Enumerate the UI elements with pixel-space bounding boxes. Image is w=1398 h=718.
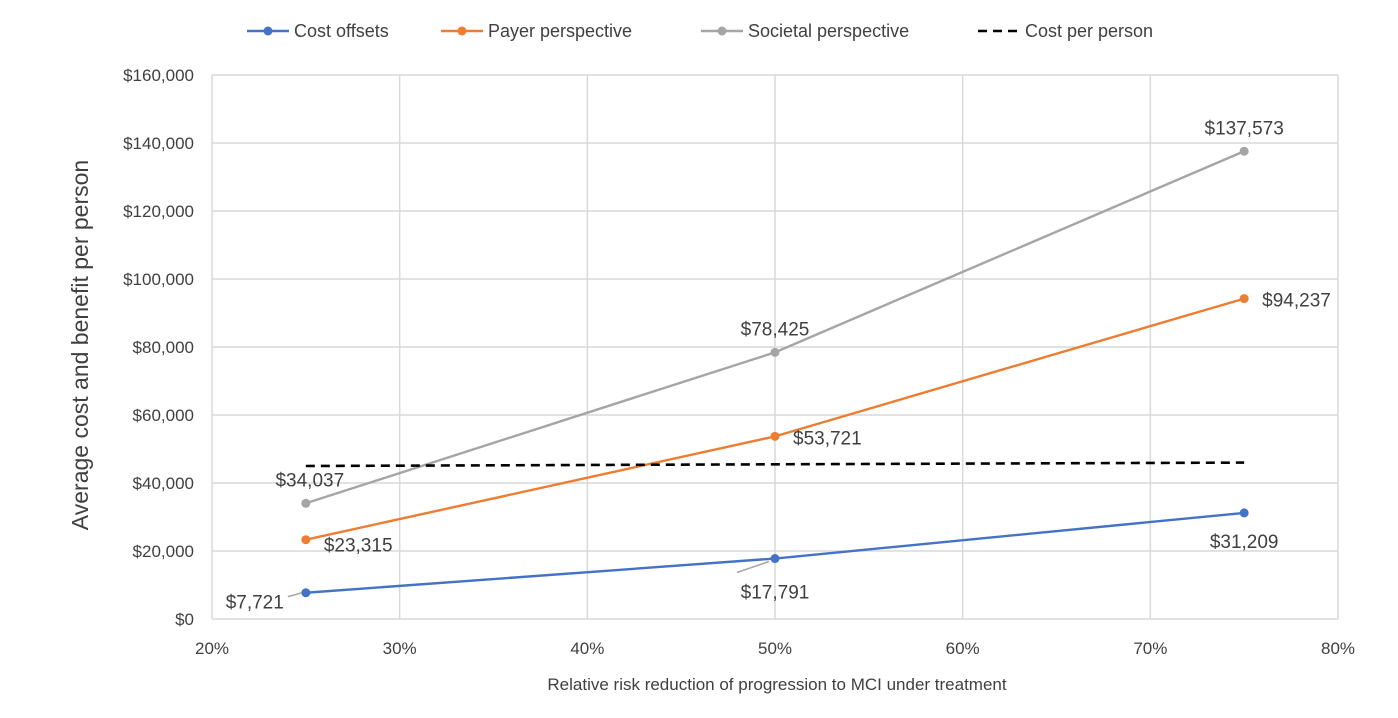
y-tick-label: $40,000	[133, 474, 194, 493]
legend-label: Cost per person	[1025, 21, 1153, 41]
data-point	[770, 347, 780, 357]
x-tick-label: 40%	[570, 639, 604, 658]
data-labels: $7,721 $17,791 $31,209 $23,315 $53,721 $94,23…	[226, 118, 1331, 613]
leader-line	[287, 592, 303, 598]
data-label: $23,315	[324, 536, 393, 557]
data-point	[1239, 508, 1249, 518]
x-tick-label: 80%	[1321, 639, 1355, 658]
data-point	[770, 554, 780, 564]
axes: $0 $20,000 $40,000 $60,000 $80,000 $100,000 $1…	[123, 66, 1355, 658]
legend-label: Cost offsets	[294, 21, 389, 41]
data-point	[1239, 294, 1249, 304]
x-axis-title: Relative risk reduction of progression t…	[547, 675, 1006, 694]
legend-marker	[457, 26, 467, 36]
data-label: $34,037	[275, 470, 344, 491]
y-tick-label: $140,000	[123, 134, 194, 153]
data-point	[301, 588, 311, 598]
data-label: $7,721	[226, 593, 284, 614]
x-tick-label: 20%	[195, 639, 229, 658]
data-label: $31,209	[1210, 532, 1279, 553]
y-tick-label: $80,000	[133, 338, 194, 357]
series-group	[301, 146, 1249, 598]
series-line-cost-per-person	[305, 461, 1245, 468]
y-tick-label: $120,000	[123, 202, 194, 221]
data-label: $17,791	[741, 583, 810, 604]
data-point	[1239, 146, 1249, 156]
legend-marker	[263, 26, 273, 36]
legend-label: Payer perspective	[488, 21, 632, 41]
y-axis-title: Average cost and benefit per person	[67, 160, 93, 530]
data-point	[301, 535, 311, 545]
data-point	[301, 498, 311, 508]
y-tick-label: $100,000	[123, 270, 194, 289]
x-tick-label: 30%	[383, 639, 417, 658]
data-label: $78,425	[741, 319, 810, 340]
x-tick-label: 50%	[758, 639, 792, 658]
x-tick-label: 60%	[946, 639, 980, 658]
data-label: $137,573	[1205, 118, 1284, 139]
y-tick-label: $0	[175, 610, 194, 629]
legend-marker	[717, 26, 727, 36]
data-point	[770, 431, 780, 441]
y-tick-label: $160,000	[123, 66, 194, 85]
data-label: $53,721	[793, 428, 862, 449]
leader-line	[736, 560, 770, 574]
y-tick-label: $20,000	[133, 542, 194, 561]
y-tick-label: $60,000	[133, 406, 194, 425]
gridlines	[211, 74, 1339, 620]
data-label: $94,237	[1262, 291, 1331, 312]
legend-label: Societal perspective	[748, 21, 909, 41]
legend: Cost offsets Payer perspective Societal pe…	[247, 21, 1153, 41]
x-tick-label: 70%	[1133, 639, 1167, 658]
